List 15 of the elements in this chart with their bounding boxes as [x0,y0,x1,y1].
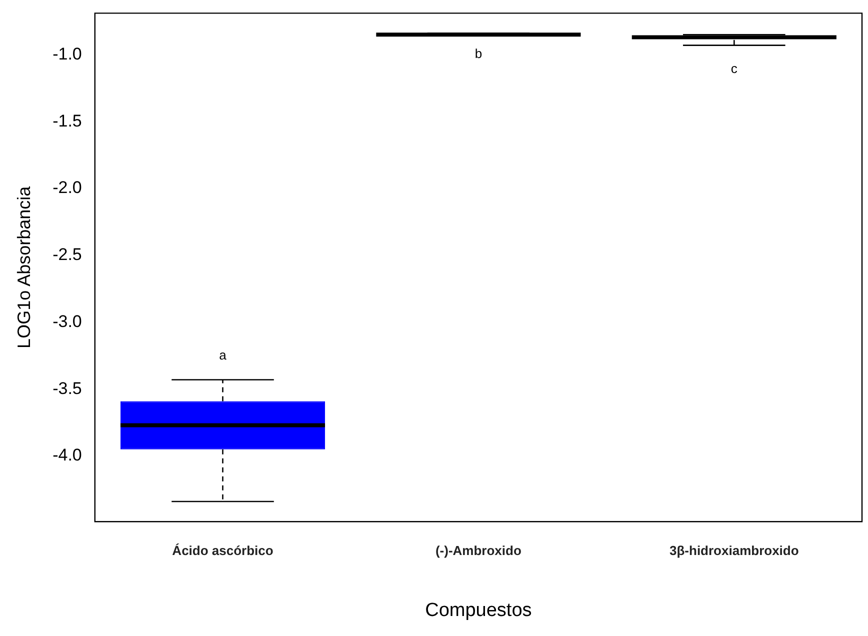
y-tick-label: -4.0 [52,446,82,465]
x-tick-label: (-)-Ambroxido [435,542,522,558]
x-tick-label: Ácido ascórbico [172,542,274,558]
annotation: c [730,60,738,76]
y-tick-label: -3.0 [52,312,82,331]
x-axis-title: Compuestos [425,600,532,621]
y-tick-label: -2.5 [52,245,82,264]
y-tick-label: -1.0 [52,44,82,64]
y-tick-label: -1.5 [52,111,82,130]
y-tick-label: -3.5 [52,378,82,398]
y-tick-label: -2.0 [52,178,82,198]
annotation: a [219,347,228,362]
annotation: b [474,46,482,62]
y-axis-title: LOG1o Absorbancia [14,185,34,348]
x-tick-label: 3β-hidroxiambroxido [670,542,799,558]
